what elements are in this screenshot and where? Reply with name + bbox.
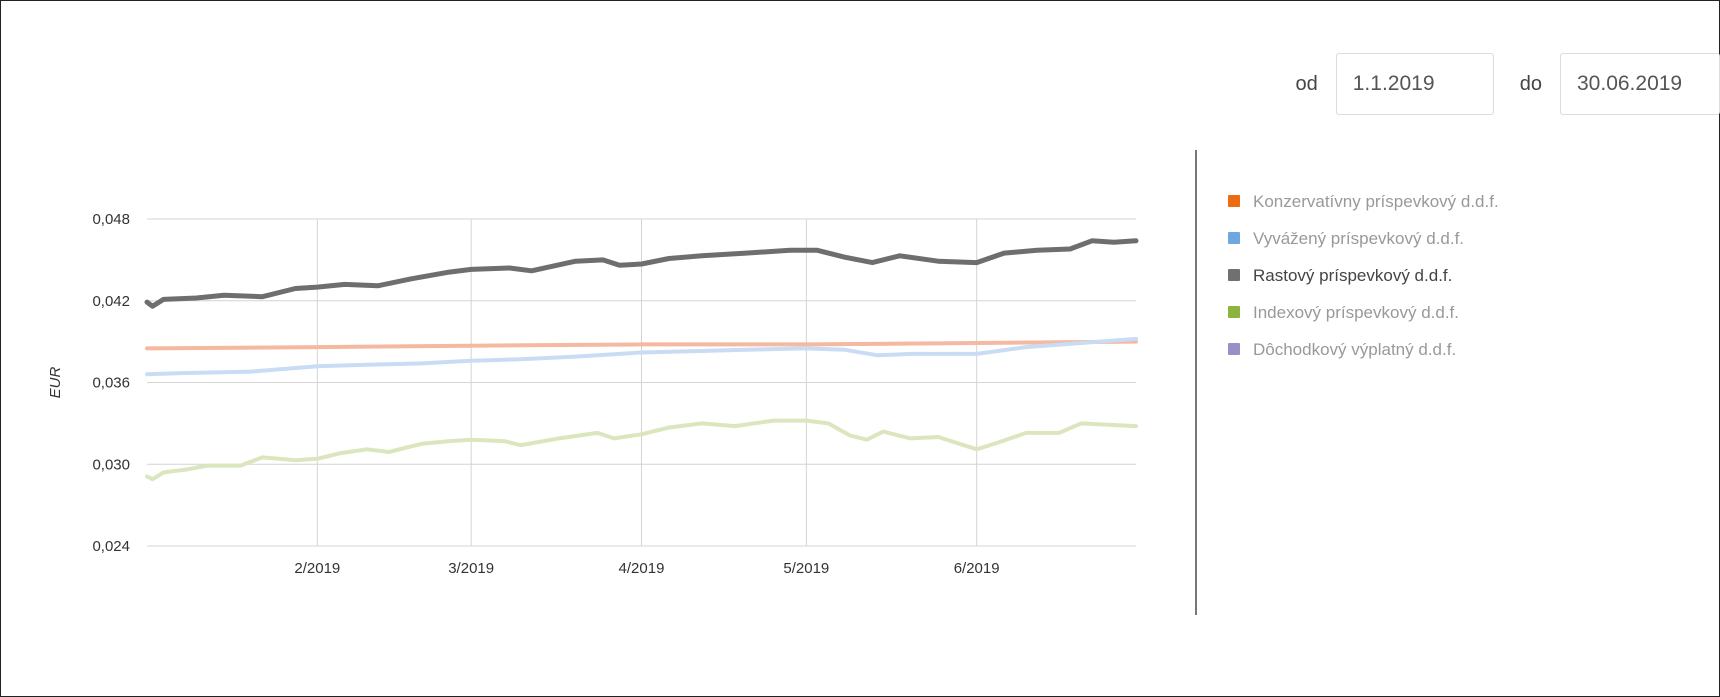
series-line <box>145 339 1138 351</box>
legend-label-indexovy: Indexový príspevkový d.d.f. <box>1253 303 1459 322</box>
x-tick-label: 4/2019 <box>619 560 665 577</box>
to-label: do <box>1519 72 1542 95</box>
x-tick-label: 2/2019 <box>294 560 340 577</box>
series-line <box>145 418 1138 482</box>
legend-swatch-dochodkovy <box>1228 343 1240 355</box>
y-tick-label: 0,042 <box>92 293 130 310</box>
legend-item-dochodkovy[interactable]: Dôchodkový výplatný d.d.f. <box>1228 334 1528 365</box>
y-tick-label: 0,030 <box>92 456 130 473</box>
y-tick-label: 0,048 <box>92 211 130 228</box>
y-tick-label: 0,036 <box>92 375 130 392</box>
legend-swatch-vyvazeny <box>1228 232 1240 244</box>
y-axis-label: EUR <box>47 366 64 398</box>
legend-label-rastovy: Rastový príspevkový d.d.f. <box>1253 266 1453 285</box>
legend-swatch-indexovy <box>1228 306 1240 318</box>
from-label: od <box>1295 72 1318 95</box>
legend-divider <box>1195 150 1197 615</box>
legend-label-dochodkovy: Dôchodkový výplatný d.d.f. <box>1253 340 1457 359</box>
legend-item-vyvazeny[interactable]: Vyvážený príspevkový d.d.f. <box>1228 223 1528 254</box>
x-tick-label: 3/2019 <box>448 560 494 577</box>
legend-swatch-konzervativny <box>1228 195 1240 207</box>
series-line <box>144 238 1139 309</box>
legend-item-rastovy[interactable]: Rastový príspevkový d.d.f. <box>1228 260 1528 291</box>
legend-swatch-rastovy <box>1228 269 1240 281</box>
from-date-input[interactable]: 1.1.2019 <box>1335 53 1494 115</box>
date-range-filter: od 1.1.2019 do 30.06.2019 <box>1270 52 1720 116</box>
legend-item-indexovy[interactable]: Indexový príspevkový d.d.f. <box>1228 297 1528 328</box>
x-tick-label: 5/2019 <box>783 560 829 577</box>
y-tick-label: 0,024 <box>92 538 130 555</box>
to-date-input[interactable]: 30.06.2019 <box>1560 53 1720 115</box>
legend-item-konzervativny[interactable]: Konzervatívny príspevkový d.d.f. <box>1228 186 1528 217</box>
legend-label-konzervativny: Konzervatívny príspevkový d.d.f. <box>1253 192 1499 211</box>
line-chart: 0,048 0,042 0,036 0,030 0,024 2/2019 3/2019 4/2… <box>47 211 1139 577</box>
x-tick-label: 6/2019 <box>954 560 1000 577</box>
chart-legend: Konzervatívny príspevkový d.d.f. Vyvážen… <box>1228 186 1528 371</box>
legend-label-vyvazeny: Vyvážený príspevkový d.d.f. <box>1253 229 1465 248</box>
series-line <box>145 336 1138 377</box>
